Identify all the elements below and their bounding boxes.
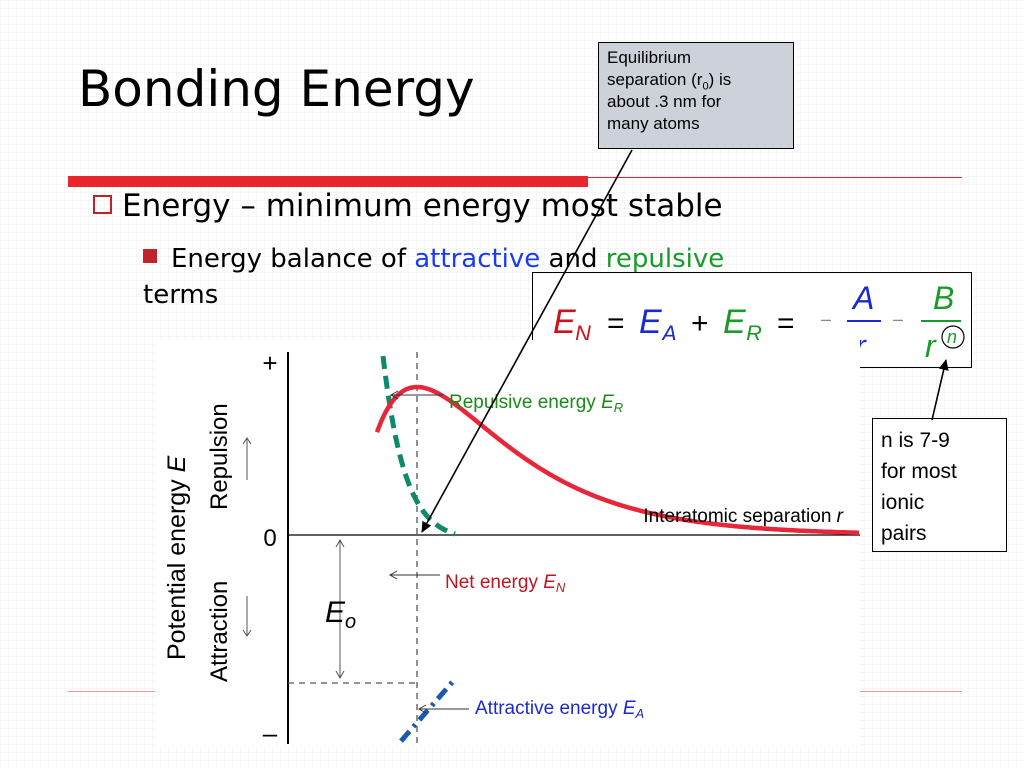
svg-text:Potential energy E: Potential energy E (163, 455, 191, 660)
bullet-2-text-post: terms (143, 280, 219, 310)
y-axis-label-main: Potential energy (163, 479, 191, 660)
equilibrium-callout: Equilibrium separation (r0) is about .3 … (598, 42, 794, 149)
repulsive-energy-label: Repulsive energy ER (449, 392, 623, 415)
repulsion-up-arrow-icon (242, 437, 252, 480)
equilibrium-callout-line-4: many atoms (607, 114, 700, 133)
formula-num-a: A (851, 280, 874, 316)
formula-exp-n: n (947, 327, 957, 347)
net-energy-label: Net energy EN (445, 572, 566, 595)
n-callout-line-1: n is 7-9 (881, 429, 950, 452)
attractive-leader-arrow-icon (417, 704, 427, 714)
exponent-n-callout: n is 7-9 for most ionic pairs (872, 418, 1007, 552)
title-rule-thin (588, 177, 962, 178)
formula-ea-sub: A (660, 321, 677, 346)
equilibrium-callout-line-1: Equilibrium (607, 48, 692, 67)
formula-minus-2: – (893, 309, 903, 329)
bullet-1-text: Energy – minimum energy most stable (122, 188, 723, 224)
equilibrium-callout-line-2: separation (r0) is (607, 70, 732, 93)
attractive-energy-label: Attractive energy EA (475, 698, 644, 721)
title-rule (68, 176, 588, 187)
formula-en-letter: E (553, 303, 576, 341)
formula-eq-1: = (607, 307, 625, 340)
hollow-square-bullet-icon (93, 195, 112, 214)
n-callout-line-2: for most (881, 460, 957, 483)
bullet-2-text-pre: Energy balance of (171, 244, 415, 274)
eo-double-arrow-icon (335, 538, 345, 680)
y-label-repulsion: Repulsion (206, 403, 233, 510)
formula-num-b: B (933, 280, 954, 316)
formula-n-circle (941, 325, 965, 349)
y-plus-label: + (262, 348, 277, 378)
equilibrium-callout-line-3: about .3 nm for (607, 92, 722, 111)
formula-er-sub: R (746, 321, 762, 346)
y-axis-label-var: E (163, 455, 191, 472)
bullet-2-attractive: attractive (414, 244, 541, 274)
formula-ea-letter: E (639, 303, 662, 341)
x-axis-label: Interatomic separation r (643, 506, 843, 527)
repulsive-leader-arrow-icon (389, 390, 399, 400)
bullet-2-repulsive: repulsive (605, 244, 725, 274)
y-zero-label: 0 (263, 525, 276, 552)
filled-square-bullet-icon (143, 249, 157, 263)
formula-den-r-b: r (925, 328, 937, 364)
y-minus-label: – (263, 718, 278, 746)
formula-plus: + (691, 307, 709, 340)
n-callout-line-3: ionic (881, 491, 925, 514)
slide-title: Bonding Energy (78, 60, 475, 118)
bullet-2-and: and (540, 244, 606, 274)
attraction-down-arrow-icon (242, 596, 252, 637)
net-leader-arrow-icon (388, 570, 398, 580)
formula-minus-1: – (821, 309, 831, 329)
repulsive-energy-curve (380, 355, 456, 537)
attractive-energy-curve (399, 677, 457, 743)
y-label-attraction: Attraction (206, 581, 233, 682)
bullet-level-1: Energy – minimum energy most stable (93, 188, 723, 224)
eo-label: Eo (325, 596, 356, 633)
bonding-energy-diagram: + 0 – Potential energy E Repulsion Attra… (155, 340, 860, 746)
formula-eq-2: = (777, 307, 795, 340)
n-callout-line-4: pairs (881, 522, 927, 545)
formula-er-letter: E (723, 303, 746, 341)
